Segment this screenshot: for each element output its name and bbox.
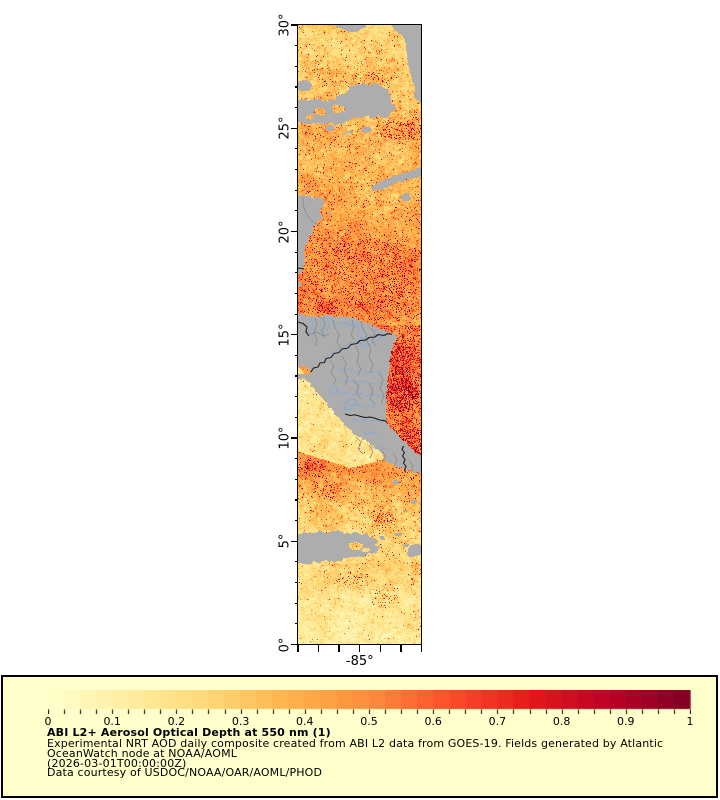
lat-minor-tick (294, 45, 298, 47)
lat-major-tick (291, 334, 298, 336)
lat-major-tick (291, 127, 298, 129)
lat-minor-tick (294, 354, 298, 356)
lat-major-tick (291, 24, 298, 26)
colorbar-tick-label: 0.4 (296, 714, 314, 728)
lat-minor-tick (294, 210, 298, 212)
lat-tick-label: 20° (277, 219, 292, 244)
lat-major-tick (291, 437, 298, 439)
colorbar-tick-label: 0.6 (424, 714, 442, 728)
lon-tick (338, 645, 340, 652)
lon-tick (400, 645, 402, 652)
legend-line-4: Data courtesy of USDOC/NOAA/OAR/AOML/PHO… (47, 766, 323, 780)
lat-minor-tick (294, 168, 298, 171)
colorbar-tick-label: 0.7 (488, 714, 507, 728)
lat-tick-label: 25° (277, 116, 292, 140)
lat-major-tick (291, 540, 298, 542)
colorbar-tick-label: 0 (44, 714, 52, 728)
colorbar-canvas (48, 690, 691, 714)
colorbar-tick-label: 0.1 (103, 714, 121, 728)
lat-minor-tick (294, 499, 298, 501)
lat-tick-label: 0° (277, 637, 292, 652)
lat-tick-label: 15° (277, 323, 292, 347)
colorbar-tick-label: 0.2 (167, 714, 186, 728)
lat-minor-tick (294, 561, 298, 563)
lon-tick (317, 645, 320, 652)
lon-tick-label: -85° (345, 653, 374, 669)
map-plot-frame (296, 23, 422, 645)
lat-minor-tick (294, 292, 298, 295)
lat-tick-label: 30° (277, 13, 292, 37)
legend-line-3: (2026-03-01T00:00:00Z) (47, 756, 187, 770)
lat-minor-tick (294, 416, 298, 418)
lat-minor-tick (294, 375, 298, 377)
lat-minor-tick (294, 581, 298, 584)
lat-major-tick (291, 643, 298, 646)
legend-line-1: Experimental NRT AOD daily composite cre… (47, 737, 664, 751)
lat-minor-tick (294, 272, 298, 274)
legend-title: ABI L2+ Aerosol Optical Depth at 550 nm … (47, 726, 331, 740)
colorbar-tick-label: 0.5 (360, 714, 378, 728)
lat-minor-tick (294, 86, 298, 88)
lat-minor-tick (294, 478, 298, 480)
lat-minor-tick (294, 313, 298, 315)
lon-tick (359, 645, 361, 652)
lat-minor-tick (294, 458, 298, 460)
lon-tick (297, 645, 299, 652)
lon-tick (379, 645, 382, 652)
colorbar-tick-label: 1 (686, 714, 694, 728)
lat-minor-tick (294, 107, 298, 109)
lat-minor-tick (294, 396, 298, 398)
aod-map-canvas (297, 24, 422, 645)
lat-tick-label: 10° (277, 426, 292, 450)
lat-minor-tick (294, 520, 298, 522)
lat-minor-tick (294, 148, 298, 150)
lat-major-tick (291, 230, 298, 233)
lat-tick-label: 5° (277, 533, 292, 549)
legend-line-2: OceanWatch node at NOAA/AOML (47, 747, 237, 760)
lat-minor-tick (294, 251, 298, 253)
colorbar-tick-label: 0.9 (617, 714, 635, 728)
colorbar-tick-label: 0.8 (552, 714, 571, 728)
lat-minor-tick (294, 189, 298, 191)
colorbar-tick-label: 0.3 (231, 714, 250, 728)
lat-minor-tick (294, 623, 298, 625)
lat-minor-tick (294, 65, 298, 67)
lat-minor-tick (294, 602, 298, 604)
lon-tick (420, 645, 423, 652)
